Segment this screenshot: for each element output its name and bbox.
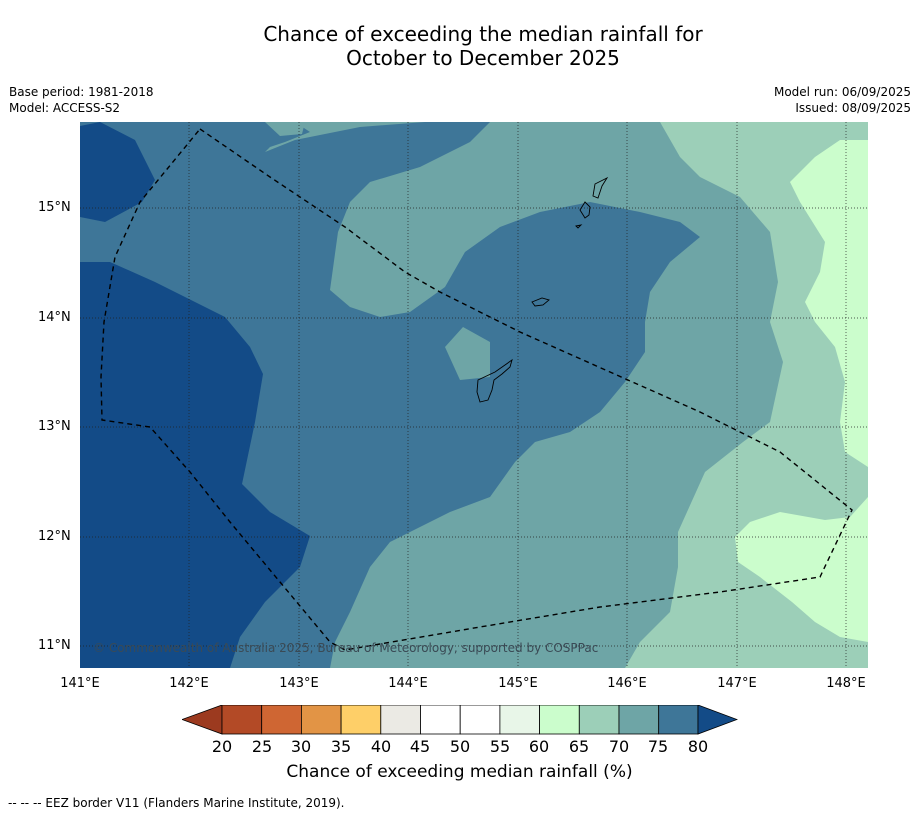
- colorbar-tick-40: 40: [370, 737, 392, 756]
- colorbar-tick-70: 70: [608, 737, 630, 756]
- lon-label-147e: 147°E: [717, 676, 757, 691]
- rainfall-map: [80, 122, 868, 668]
- lat-label-13n: 13°N: [38, 419, 71, 434]
- colorbar-45-50: [420, 705, 461, 735]
- saipan-outline: [592, 176, 609, 199]
- colorbar-tick-35: 35: [330, 737, 352, 756]
- colorbar-tick-50: 50: [449, 737, 471, 756]
- lon-label-141e: 141°E: [60, 676, 100, 691]
- lat-label-14n: 14°N: [38, 310, 71, 325]
- lat-label-12n: 12°N: [38, 529, 71, 544]
- colorbar-25-30: [261, 705, 302, 735]
- colorbar-60-65: [539, 705, 580, 735]
- title-line-2: October to December 2025: [346, 46, 620, 70]
- region-60-65-north: [790, 140, 868, 467]
- lon-label-148e: 148°E: [826, 676, 866, 691]
- base-period: Base period: 1981-2018: [9, 85, 154, 99]
- graticule: [80, 122, 868, 668]
- eez-legend-note: -- -- -- EEZ border V11 (Flanders Marine…: [8, 796, 345, 810]
- colorbar-tick-45: 45: [409, 737, 431, 756]
- lat-label-11n: 11°N: [38, 638, 71, 653]
- lon-label-142e: 142°E: [169, 676, 209, 691]
- colorbar-40-45: [380, 705, 421, 735]
- colorbar-65-70: [578, 705, 620, 735]
- copyright-notice: © Commonwealth of Australia 2025, Bureau…: [93, 641, 599, 655]
- colorbar-30-35: [301, 705, 342, 735]
- colorbar-tick-20: 20: [211, 737, 233, 756]
- colorbar-tick-60: 60: [528, 737, 550, 756]
- meta-right: Model run: 06/09/2025 Issued: 08/09/2025: [774, 84, 911, 116]
- tinian-outline: [579, 201, 591, 219]
- colorbar-title: Chance of exceeding median rainfall (%): [286, 762, 633, 782]
- lat-label-15n: 15°N: [38, 200, 71, 215]
- colorbar-20-25: [221, 705, 263, 735]
- colorbar-below-20: [182, 705, 223, 735]
- lon-label-143e: 143°E: [279, 676, 319, 691]
- lon-label-146e: 146°E: [607, 676, 647, 691]
- map-title: Chance of exceeding the median rainfall …: [0, 22, 919, 70]
- lon-label-145e: 145°E: [498, 676, 538, 691]
- rota-outline: [531, 297, 550, 307]
- meta-left: Base period: 1981-2018 Model: ACCESS-S2: [9, 84, 154, 116]
- colorbar-tick-75: 75: [647, 737, 669, 756]
- colorbar: [182, 705, 738, 735]
- colorbar-tick-30: 30: [290, 737, 312, 756]
- model-name: Model: ACCESS-S2: [9, 101, 121, 115]
- colorbar-tick-65: 65: [568, 737, 590, 756]
- model-run: Model run: 06/09/2025: [773, 85, 911, 99]
- lon-label-144e: 144°E: [388, 676, 428, 691]
- colorbar-50-55: [459, 705, 501, 735]
- colorbar-35-40: [340, 705, 382, 735]
- islands: [476, 176, 609, 403]
- map-panel: © Commonwealth of Australia 2025, Bureau…: [80, 122, 868, 668]
- region-above-80-west: [80, 262, 310, 668]
- colorbar-75-80: [658, 705, 699, 735]
- colorbar-55-60: [499, 705, 540, 735]
- region-above-80-northwest: [80, 122, 155, 222]
- issued-date: Issued: 08/09/2025: [795, 101, 911, 115]
- region-70-75-top: [265, 122, 305, 136]
- colorbar-tick-55: 55: [489, 737, 511, 756]
- colorbar-tick-25: 25: [251, 737, 273, 756]
- colorbar-above-80: [697, 705, 738, 735]
- region-60-65-south: [735, 497, 868, 642]
- colorbar-70-75: [618, 705, 660, 735]
- colorbar-tick-80: 80: [687, 737, 709, 756]
- aguijan-outline: [575, 224, 583, 229]
- region-70-75-patch: [445, 327, 490, 380]
- title-line-1: Chance of exceeding the median rainfall …: [263, 22, 703, 46]
- guam-outline: [476, 358, 513, 403]
